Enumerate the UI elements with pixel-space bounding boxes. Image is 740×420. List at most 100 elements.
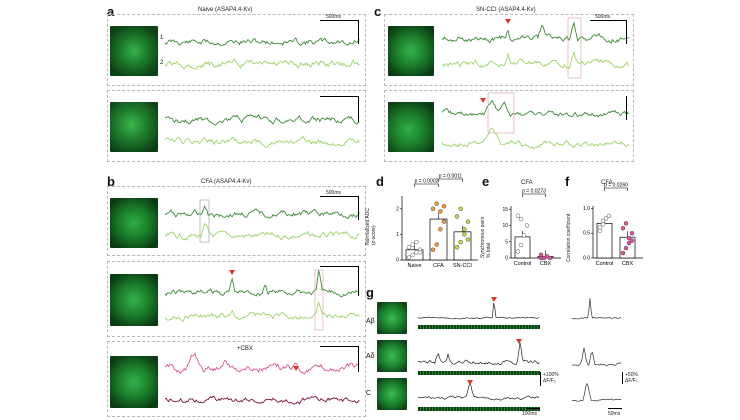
panel-d-letter: d [376,174,384,189]
micrograph-g3 [377,378,407,410]
data-point [626,240,632,246]
scale-bar-amp-b [358,196,360,220]
trace-g1 [418,297,540,320]
g-row-label-1: Aδ [366,353,375,360]
trace-pair-a1 [164,37,360,70]
data-point [515,213,521,218]
scale-bar-amp-a2 [358,96,360,122]
panel-b-title: CFA (ASAP4.4-Kv) [201,179,252,185]
g-strip-1 [418,325,540,329]
data-point [600,222,606,227]
trace-pair-c2 [441,92,630,150]
data-point [518,242,524,248]
x-tick-label: CBX [540,261,552,267]
panel-b-box-3 [107,341,366,417]
bar-cfa [429,218,448,261]
data-point [438,209,443,214]
scale-bar-time-b [320,196,358,198]
y-tick-label: 0.0 [583,256,590,262]
data-point [441,219,447,224]
p-value: p = 0.0273 [522,189,546,195]
data-point [521,233,527,238]
data-point [417,250,423,255]
trace-pair-b3 [164,352,360,405]
data-point [414,250,419,255]
micrograph-c1 [388,26,434,76]
data-point [620,226,626,231]
y-tick-label: 5 [505,239,508,245]
scale-bar-time-c [590,20,626,22]
data-point [547,255,553,261]
data-point [454,214,460,219]
y-tick-label: 1.0 [583,206,590,212]
significance-bracket [522,193,546,197]
trace-label-1: 1 [160,35,164,41]
chart-f: 0.0 0.5 1.0 Control CBX p = 0.0260 [583,183,643,267]
data-point [629,231,635,236]
p-value: p = 0.0011 [439,174,463,180]
y-tick-label: 2 [396,206,399,212]
trace-pair-b2 [164,269,360,331]
chart-e-ylabel: Synchronous pairs % total [480,216,492,258]
data-point [623,245,629,251]
panel-f-letter: f [565,174,570,189]
panel-c-title: SN-CCI (ASAP4.4-Kv) [476,7,536,13]
data-point [406,255,412,260]
significance-bracket [414,183,439,187]
data-point [629,238,635,243]
g-scale-amp-bar [540,372,542,386]
data-point [454,244,460,250]
micrograph-g2 [377,340,407,372]
panel-c-box-1 [384,14,634,86]
y-tick-label: 15 [502,207,508,213]
data-point [430,247,436,252]
data-point [410,242,415,247]
scale-time-a: 500ms [326,14,342,20]
data-point [620,250,626,256]
g-strip-2 [418,371,540,375]
scale-bar-amp-c2 [626,96,628,120]
cbx-label: +CBX [237,346,253,352]
g-scale-time-bar2 [608,408,622,410]
micrograph-a1 [110,26,158,76]
panel-c-box-2 [384,90,634,162]
scale-bar-amp-b2 [358,266,360,296]
micrograph-g1 [377,302,407,334]
data-point [441,204,447,209]
panel-e-letter: e [482,174,490,189]
panel-b-letter: b [107,174,115,189]
panel-b-box-2 [107,261,366,337]
data-point [597,225,603,230]
significance-bracket [604,187,628,191]
scale-bar-amp-c [626,20,628,44]
x-tick-label: CFA [433,263,444,269]
scale-bar-amp-a [358,20,360,44]
micrograph-b3 [110,356,158,408]
chart-e: 0 5 10 15 Control CBX p = 0.0273 [502,189,561,267]
micrograph-b1 [110,198,158,248]
data-point [465,219,471,224]
data-point [462,227,467,232]
data-point [623,221,629,226]
scale-bar-time-a [320,20,358,22]
trace-label-2: 2 [160,60,164,66]
panel-a-box-top [107,14,366,86]
x-tick-label: CBX [622,261,634,267]
panel-f-title: CFA [601,180,613,186]
g-scale-time-bar [526,408,540,410]
data-point [438,227,443,232]
data-point [518,216,524,222]
g-scale-amp: +100% ΔF/F₀ [543,372,559,384]
scale-bar-time-b3 [320,346,358,348]
trace-g2 [417,339,540,366]
data-point [603,216,609,221]
data-point [458,206,463,211]
x-tick-label: SN-CCI [453,263,472,269]
chart-f-ylabel: Correlation coefficient [566,213,572,262]
trace-pair-b1 [164,199,360,243]
p-value: p = 0.0260 [604,183,628,189]
trace-pair-c1 [441,17,630,79]
bar-control [514,236,531,259]
data-point [462,232,467,237]
